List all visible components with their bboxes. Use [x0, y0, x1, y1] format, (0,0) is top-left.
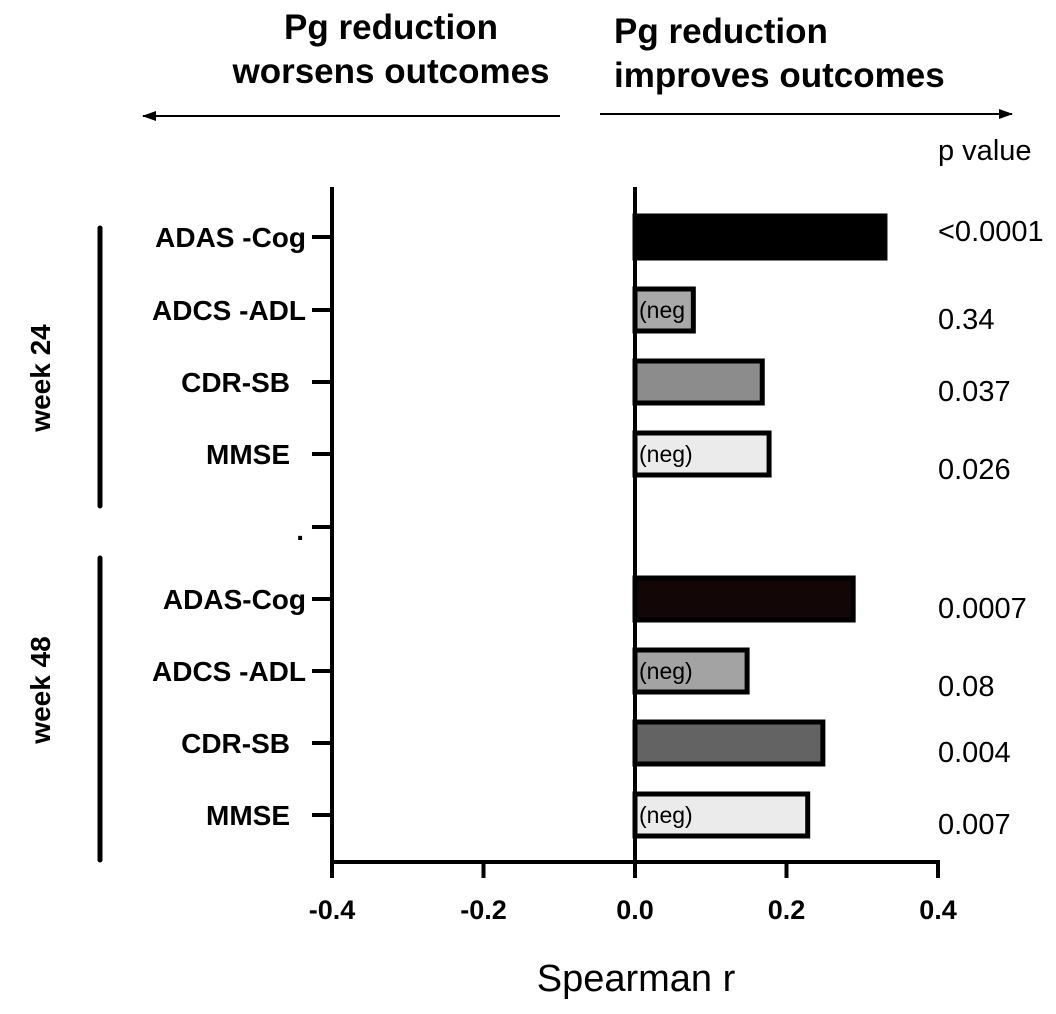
bar [632, 286, 696, 334]
p-value: 0.0007 [938, 593, 1027, 625]
header-worsens-line2: worsens outcomes [232, 52, 550, 91]
bar-note: (neg) [639, 441, 693, 467]
header-improves-line2: improves outcomes [614, 56, 945, 95]
bar [632, 791, 811, 839]
separator-label: . [296, 515, 304, 546]
pvalue-header: p value [938, 135, 1032, 167]
category-label: MMSE [206, 439, 290, 470]
x-tick-label: 0.0 [616, 895, 654, 925]
x-tick-label: 0.2 [768, 895, 806, 925]
header-worsens-line1: Pg reduction [284, 8, 498, 47]
p-value: <0.0001 [938, 216, 1044, 248]
group-label: week 24 [25, 324, 56, 433]
plot-area: -0.4 -0.2 0.0 0.2 0.4 Spearman r p value. week … [25, 135, 1044, 1000]
category-label: ADAS-Cog [163, 584, 306, 615]
bar [632, 213, 888, 261]
bar [632, 430, 772, 478]
x-tick-label: -0.4 [309, 895, 356, 925]
x-tick-label: -0.2 [460, 895, 507, 925]
header-improves-line1: Pg reduction [614, 12, 828, 51]
group-label: week 48 [25, 636, 56, 744]
bar [632, 358, 765, 406]
bar-note: (neg) [639, 802, 693, 828]
bar [632, 575, 856, 623]
category-label: ADCS -ADL [152, 295, 306, 326]
p-value: 0.007 [938, 809, 1011, 841]
x-tick-label: 0.4 [919, 895, 957, 925]
bar-note: (neg [639, 297, 685, 323]
x-axis-label: Spearman r [537, 958, 736, 1000]
bar [632, 647, 750, 695]
p-value: 0.037 [938, 376, 1011, 408]
bar [632, 719, 826, 767]
bar-note: (neg) [639, 658, 693, 684]
p-value: 0.08 [938, 671, 994, 703]
category-label: CDR-SB [181, 367, 290, 398]
p-value: 0.026 [938, 454, 1011, 486]
header-worsens: Pg reduction worsens outcomes [206, 6, 576, 94]
category-label: ADCS -ADL [152, 656, 306, 687]
p-value: 0.004 [938, 737, 1011, 769]
category-label: MMSE [206, 800, 290, 831]
header-improves: Pg reduction improves outcomes [614, 10, 945, 98]
category-label: CDR-SB [181, 728, 290, 759]
category-label: ADAS -Cog [155, 222, 306, 253]
p-value: 0.34 [938, 304, 994, 336]
